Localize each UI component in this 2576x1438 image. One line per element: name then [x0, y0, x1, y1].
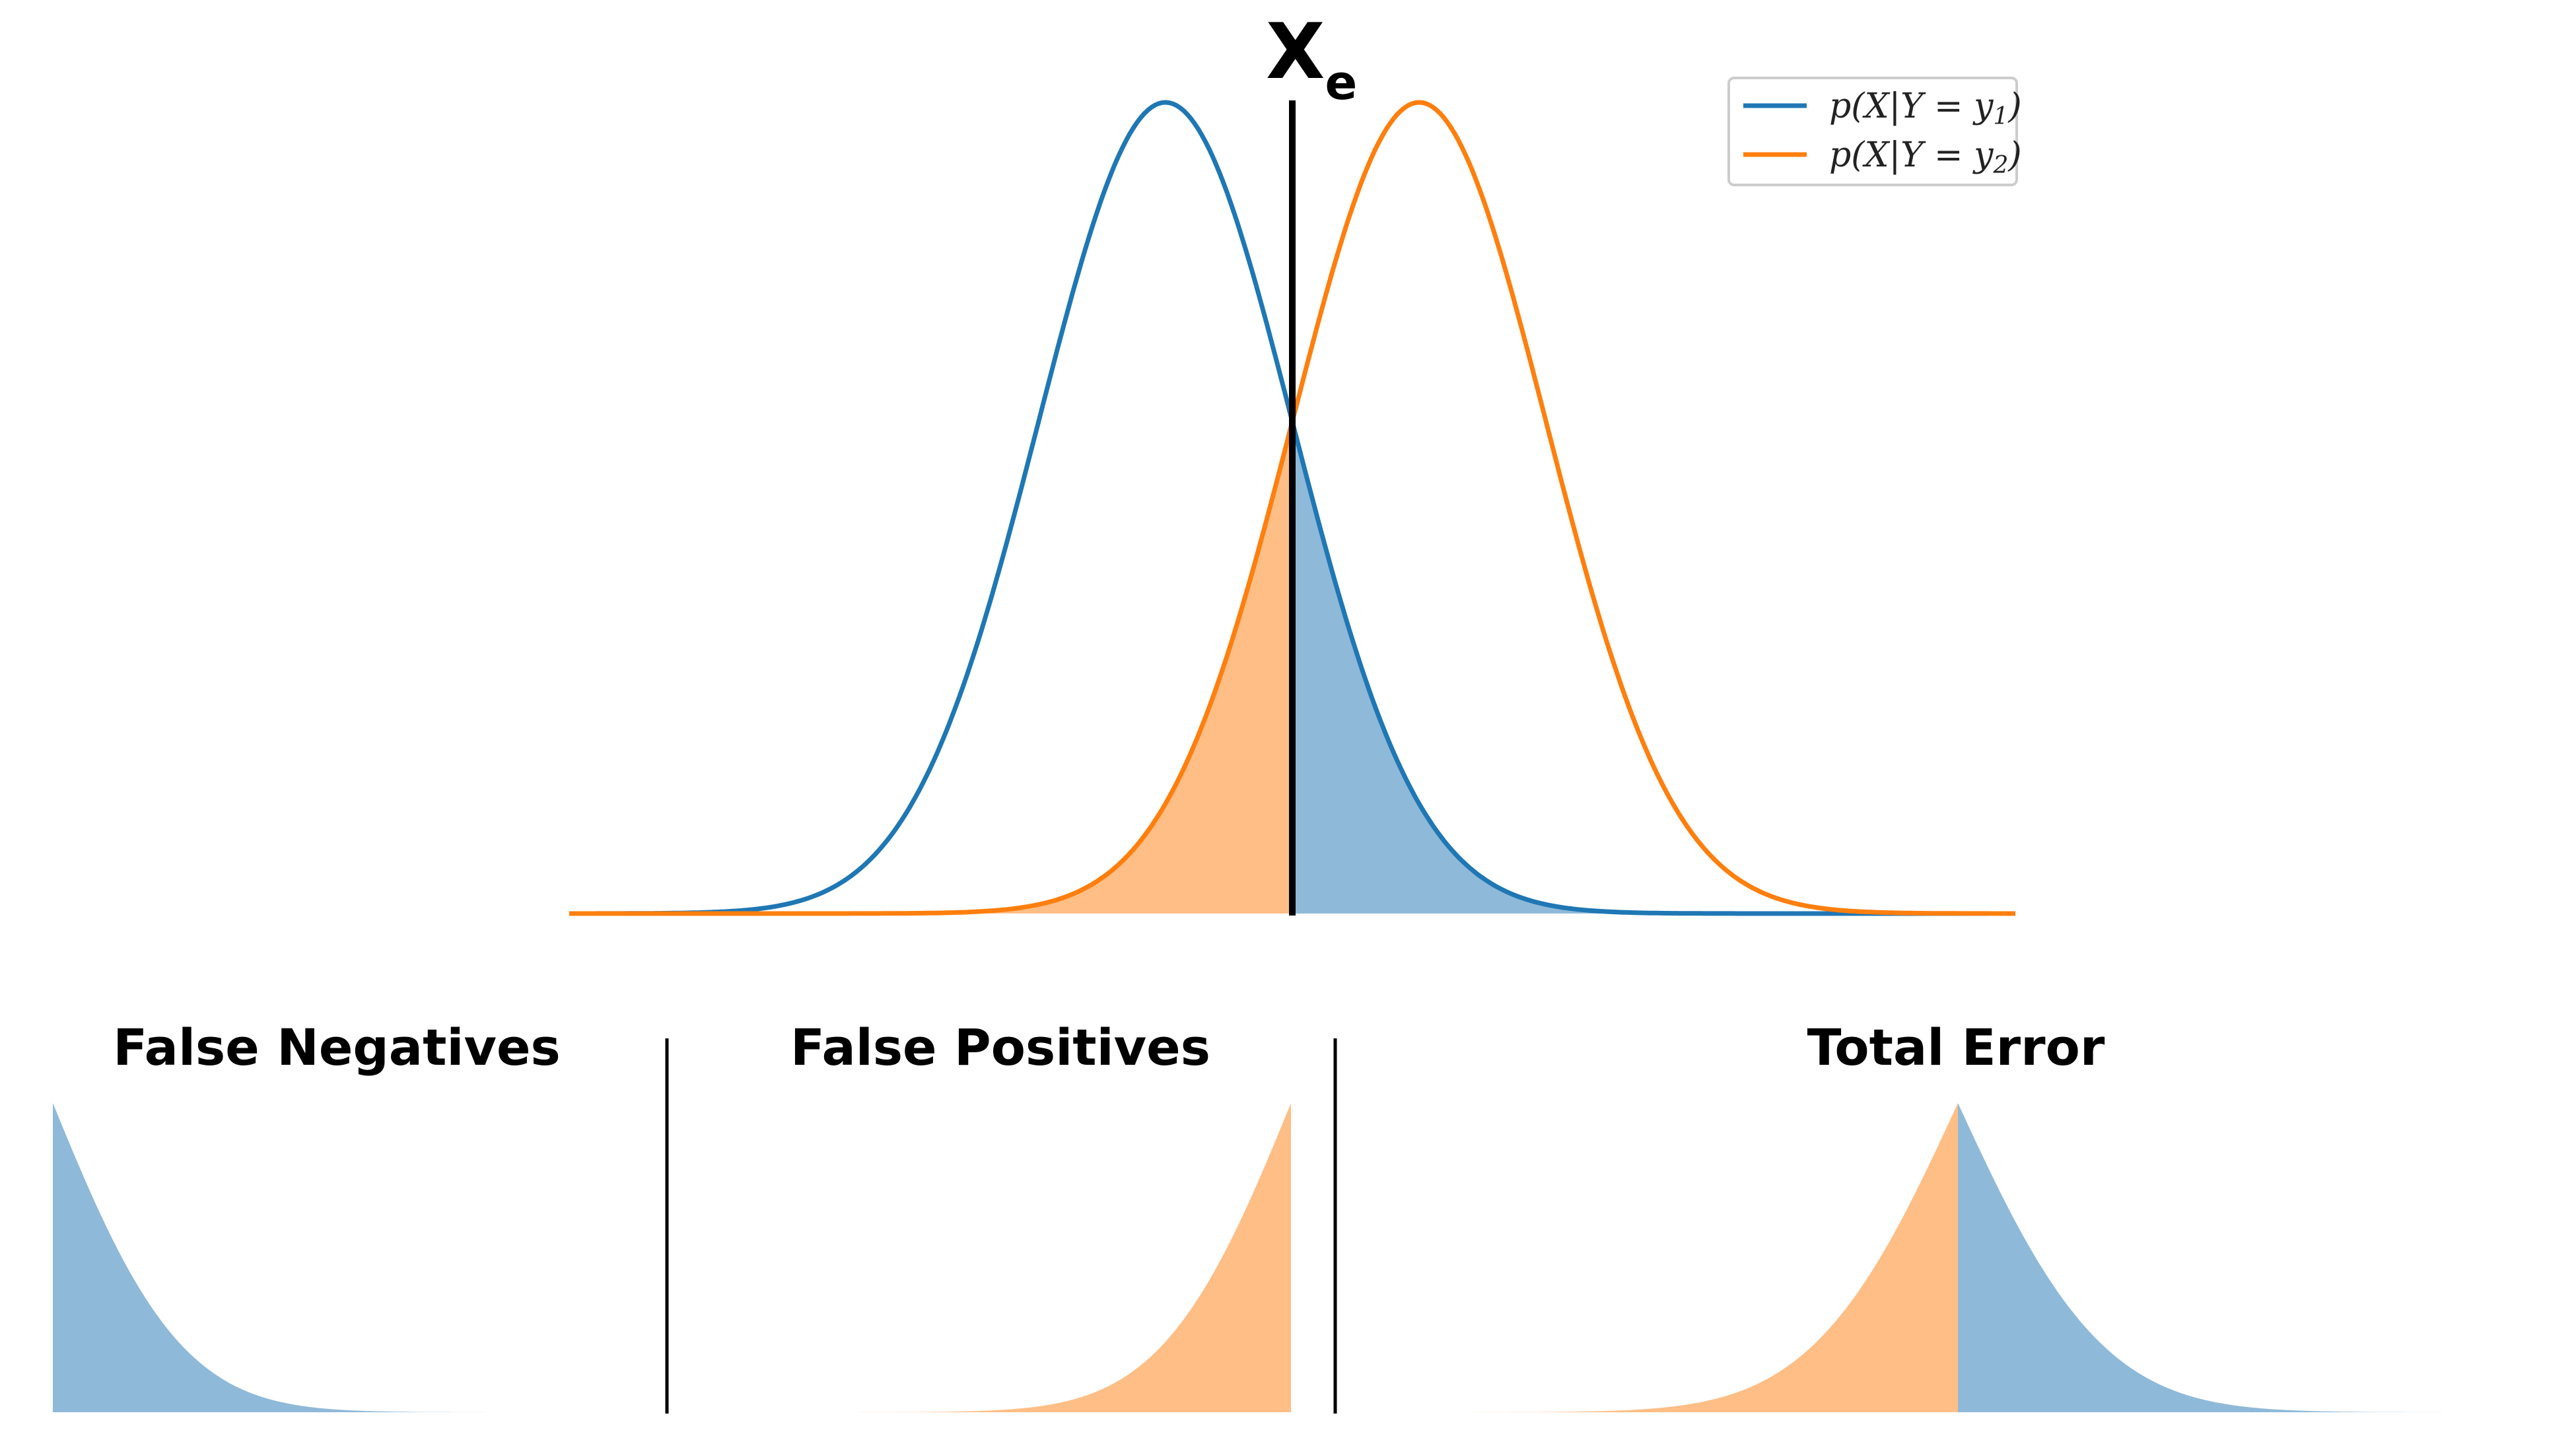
false-negatives-area	[53, 1103, 624, 1412]
legend-entry-y2: p(X|Y = y2)	[1829, 135, 2022, 179]
panel-false-positives: False Positives	[720, 1018, 1291, 1412]
false-positives-area	[720, 1103, 1291, 1412]
false-negative-area	[1292, 421, 2015, 914]
panel-title-false-negatives: False Negatives	[113, 1018, 561, 1077]
panel-false-negatives: False Negatives	[53, 1018, 624, 1412]
total-error-right-area	[1958, 1103, 2529, 1412]
legend: p(X|Y = y1) p(X|Y = y2)	[1727, 77, 2022, 186]
threshold-label: Xe	[1266, 7, 1357, 110]
panel-title-false-positives: False Positives	[790, 1018, 1210, 1077]
panel-total-error: Total Error	[1387, 1018, 2529, 1412]
false-positive-area	[569, 421, 1292, 914]
total-error-left-area	[1387, 1103, 1958, 1412]
panel-title-total-error: Total Error	[1807, 1018, 2105, 1077]
legend-entry-y1: p(X|Y = y1)	[1829, 87, 2022, 130]
main-chart: Xe p(X|Y = y1) p(X|Y = y2)	[569, 7, 2022, 916]
